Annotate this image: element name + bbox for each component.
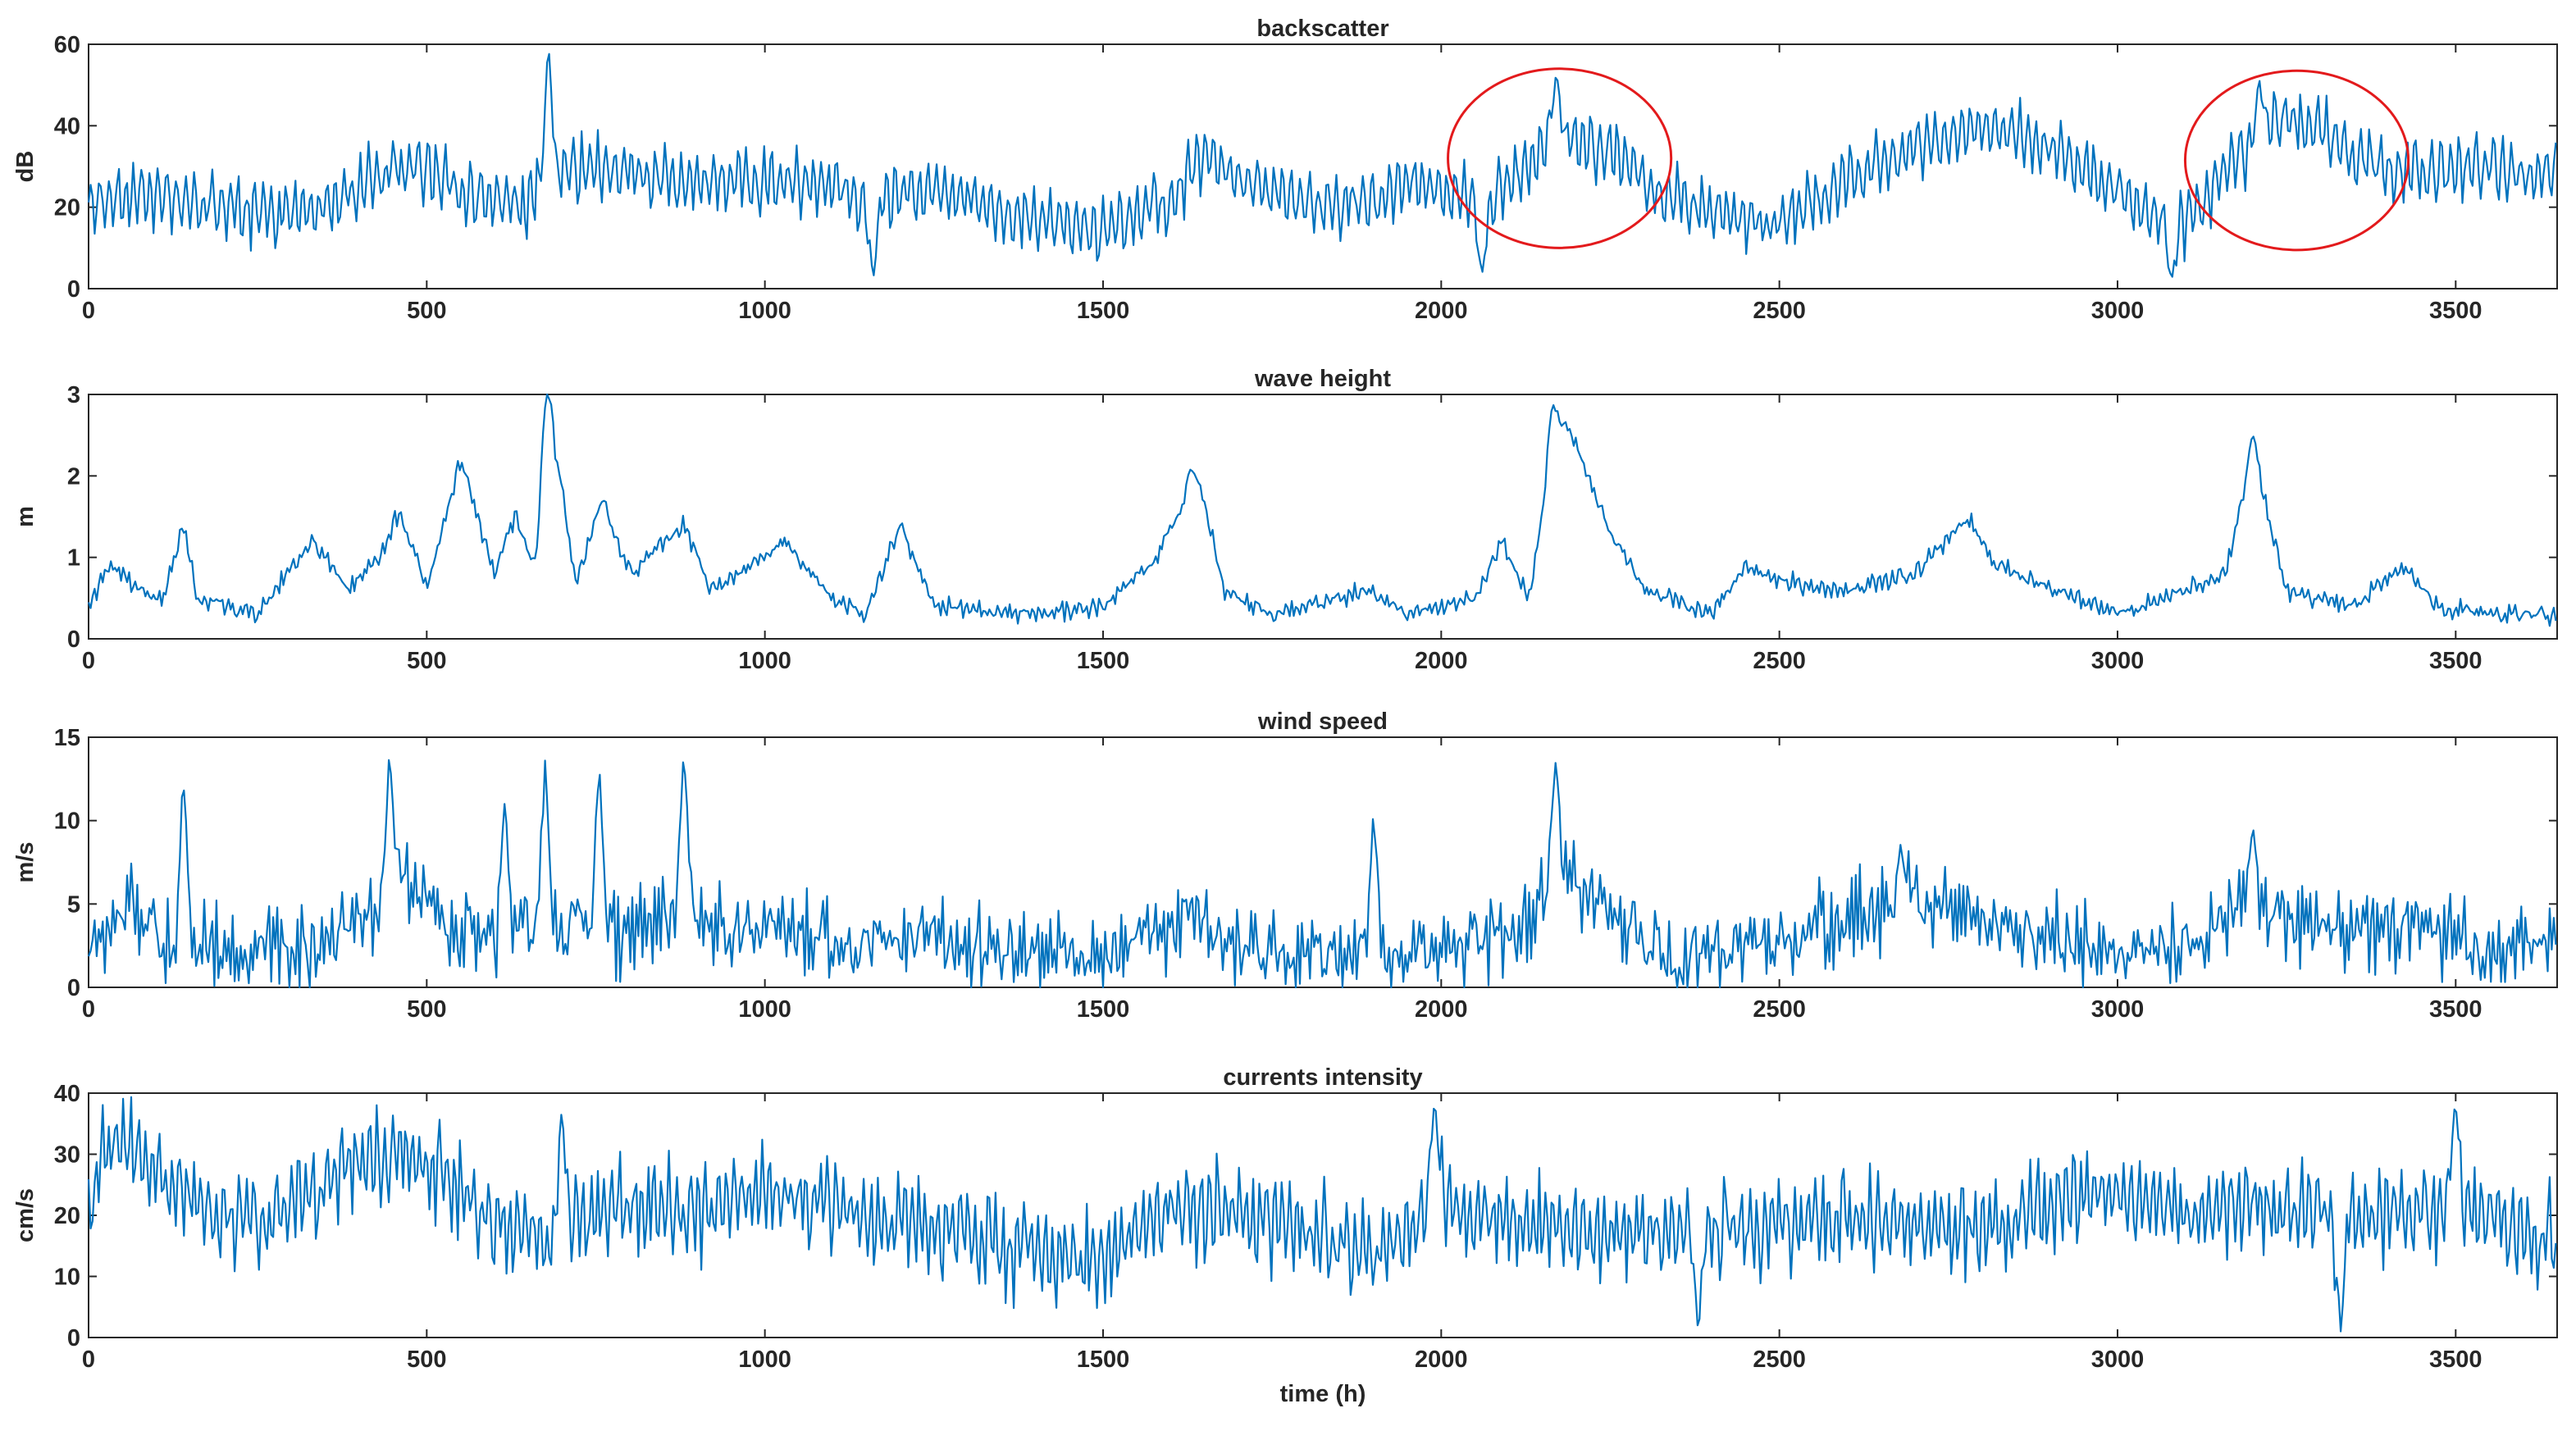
currents-intensity-xtick-label: 0 [82,1347,95,1373]
currents-intensity-ytick-label: 40 [54,1081,80,1107]
currents-intensity-xtick-label: 500 [407,1347,446,1373]
currents-intensity-xtick-label: 2000 [1415,1347,1468,1373]
backscatter-ytick-label: 40 [54,113,80,139]
currents-intensity-title: currents intensity [1223,1064,1422,1091]
wind-speed-xtick-label: 500 [407,996,446,1023]
wind-speed-ytick-label: 0 [67,975,80,1001]
wind-speed-series-line [87,759,2557,989]
wind-speed-panel: 0 500 1000 1500 2000 2500 3000 3500 0 5 10 15 wind s… [12,709,2558,1023]
backscatter-ytick-label: 20 [54,195,80,221]
wave-height-axes-frame [88,394,2558,640]
currents-intensity-xtick-label: 3000 [2091,1347,2145,1373]
wind-speed-xtick-label: 2500 [1753,996,1806,1023]
currents-intensity-ytick-label: 20 [54,1203,80,1229]
backscatter-panel: 0 500 1000 1500 2000 2500 3000 3500 0 20 40 60 backs… [12,16,2558,324]
currents-intensity-ylabel: cm/s [12,1188,39,1242]
wave-height-xtick-label: 2500 [1753,648,1806,674]
currents-intensity-series-line [87,1096,2557,1333]
wind-speed-xtick-label: 3500 [2429,996,2483,1023]
currents-intensity-panel: 0 500 1000 1500 2000 2500 3000 3500 0 10 20 30 40 cur… [12,1064,2558,1407]
wave-height-panel: 0 500 1000 1500 2000 2500 3000 3500 0 1 2 3 wave hei… [12,366,2558,674]
wave-height-xtick-label: 3500 [2429,648,2483,674]
currents-intensity-xlabel: time (h) [1280,1381,1366,1407]
backscatter-xtick-label: 2500 [1753,298,1806,324]
backscatter-ytick-label: 60 [54,32,80,58]
wind-speed-xtick-label: 1500 [1077,996,1130,1023]
wave-height-ytick-label: 1 [67,545,80,572]
wind-speed-xtick-label: 2000 [1415,996,1468,1023]
currents-intensity-xtick-label: 1500 [1077,1347,1130,1373]
wave-height-xtick-label: 0 [82,648,95,674]
wave-height-xtick-label: 1500 [1077,648,1130,674]
currents-intensity-xtick-label: 3500 [2429,1347,2483,1373]
backscatter-xtick-label: 3000 [2091,298,2145,324]
wave-height-ylabel: m [12,506,39,527]
wave-height-ytick-label: 3 [67,382,80,408]
currents-intensity-xtick-label: 1000 [738,1347,791,1373]
wind-speed-xtick-label: 0 [82,996,95,1023]
backscatter-xtick-label: 3500 [2429,298,2483,324]
backscatter-xtick-label: 1500 [1077,298,1130,324]
currents-intensity-ytick-label: 10 [54,1265,80,1291]
wind-speed-axes-frame [88,736,2558,988]
wind-speed-xtick-label: 3000 [2091,996,2145,1023]
backscatter-series-line [87,52,2557,278]
wind-speed-xtick-label: 1000 [738,996,791,1023]
backscatter-xtick-label: 0 [82,298,95,324]
backscatter-xtick-label: 1000 [738,298,791,324]
wave-height-xtick-label: 3000 [2091,648,2145,674]
currents-intensity-ytick-label: 30 [54,1142,80,1169]
backscatter-xtick-label: 2000 [1415,298,1468,324]
wind-speed-title: wind speed [1257,709,1388,735]
backscatter-ytick-label: 0 [67,276,80,303]
wave-height-xtick-label: 2000 [1415,648,1468,674]
wave-height-xtick-label: 1000 [738,648,791,674]
wind-speed-ytick-label: 15 [54,725,80,751]
backscatter-title: backscatter [1256,16,1388,42]
backscatter-xtick-label: 500 [407,298,446,324]
backscatter-ylabel: dB [12,151,39,183]
backscatter-highlight-ellipse-2 [2183,69,2410,252]
currents-intensity-ytick-label: 0 [67,1325,80,1351]
wind-speed-ytick-label: 5 [67,891,80,918]
wave-height-series-line [87,393,2557,627]
backscatter-highlight-ellipse-1 [1447,67,1673,249]
currents-intensity-xtick-label: 2500 [1753,1347,1806,1373]
wind-speed-ytick-label: 10 [54,809,80,835]
wave-height-ytick-label: 2 [67,463,80,490]
wave-height-title: wave height [1254,366,1391,392]
backscatter-axes-frame [88,43,2558,289]
wind-speed-ylabel: m/s [12,842,39,883]
chart-panels: 0 500 1000 1500 2000 2500 3000 35000204060backs… [12,16,2558,1407]
wave-height-ytick-label: 0 [67,627,80,653]
wave-height-xtick-label: 500 [407,648,446,674]
